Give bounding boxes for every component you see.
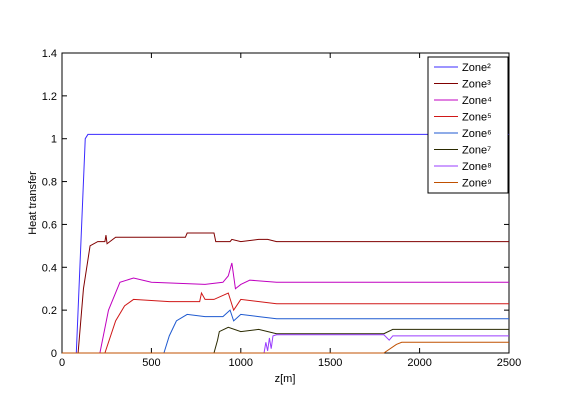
x-tick-label: 2500	[497, 357, 521, 369]
y-tick-label: 0.6	[42, 219, 57, 231]
y-axis-label: Heat transfer	[27, 171, 39, 235]
x-tick-label: 1500	[318, 357, 342, 369]
y-tick-label: 0.8	[42, 177, 57, 189]
y-tick-label: 0.4	[42, 262, 57, 274]
series-line	[62, 309, 509, 354]
x-tick-label: 500	[142, 357, 160, 369]
legend-label: Zone⁹	[462, 178, 492, 190]
series-line	[62, 326, 509, 354]
legend-label: Zone⁴	[462, 95, 492, 107]
y-tick-label: 0.2	[42, 305, 57, 317]
y-tick-label: 1.4	[42, 48, 57, 60]
legend-label: Zone⁵	[462, 112, 492, 124]
x-tick-label: 0	[59, 357, 65, 369]
legend-label: Zone⁸	[462, 161, 492, 173]
series-line	[263, 334, 509, 354]
legend-box	[427, 56, 509, 194]
series-line	[62, 232, 509, 354]
x-tick-label: 2000	[407, 357, 431, 369]
x-tick-label: 1000	[229, 357, 253, 369]
legend-label: Zone⁷	[462, 145, 491, 157]
legend-label: Zone⁶	[462, 128, 492, 140]
legend-label: Zone²	[462, 62, 491, 74]
series-line	[62, 291, 509, 354]
y-tick-label: 0	[51, 348, 57, 360]
series-line	[62, 262, 509, 354]
series-line	[62, 341, 509, 354]
y-tick-label: 1.2	[42, 91, 57, 103]
x-axis-label: z[m]	[275, 373, 296, 385]
legend-label: Zone³	[462, 79, 491, 91]
y-tick-label: 1	[51, 134, 57, 146]
